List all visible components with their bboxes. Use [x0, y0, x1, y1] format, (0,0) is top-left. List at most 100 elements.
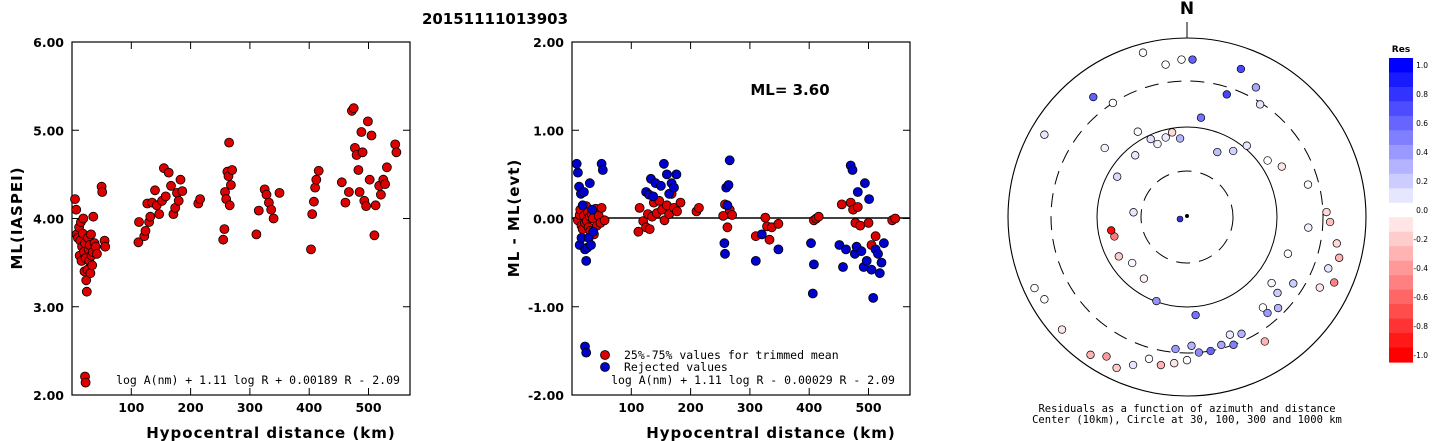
colorbar-swatch: [1389, 72, 1413, 88]
data-point: [870, 231, 881, 242]
colorbar-swatch: [1389, 347, 1413, 363]
data-point: [838, 262, 848, 272]
station-marker: [1128, 258, 1137, 268]
data-point: [856, 246, 867, 257]
station-marker: [1153, 139, 1162, 149]
data-point: [722, 200, 733, 211]
data-point: [70, 194, 80, 205]
data-point: [366, 130, 377, 141]
data-point: [348, 103, 359, 114]
data-point: [253, 205, 264, 216]
data-point: [764, 234, 775, 245]
colorbar-swatch: [1389, 217, 1413, 233]
colorbar-swatch: [1389, 87, 1413, 103]
data-point: [219, 224, 230, 235]
data-point: [720, 248, 730, 259]
colorbar-swatches: [1389, 58, 1413, 363]
station-marker: [1030, 283, 1039, 293]
data-point: [133, 237, 144, 248]
data-point: [662, 169, 672, 180]
x-tick-label: 200: [178, 400, 204, 415]
data-point: [836, 199, 847, 210]
data-point: [140, 225, 151, 236]
data-point: [648, 191, 659, 202]
data-point: [634, 202, 645, 213]
epicenter-marker: [1185, 214, 1189, 218]
data-point: [659, 158, 669, 169]
station-marker: [1251, 83, 1261, 92]
station-marker: [1222, 90, 1231, 99]
legend-label-rejected: Rejected values: [624, 360, 728, 374]
station-marker: [1112, 363, 1121, 373]
station-marker: [1131, 151, 1140, 160]
data-point: [596, 202, 607, 213]
x-tick-label: 400: [796, 400, 822, 415]
data-point: [724, 155, 735, 166]
y-axis-label: ML(IASPEI): [8, 166, 26, 269]
x-tick-label: 500: [355, 400, 381, 415]
data-point: [154, 209, 165, 220]
center-marker: [1176, 215, 1184, 223]
colorbar-swatch: [1389, 246, 1413, 262]
station-marker: [1086, 350, 1095, 359]
data-point: [573, 167, 583, 178]
colorbar-swatch: [1389, 144, 1413, 160]
station-marker: [1255, 100, 1265, 109]
data-point: [343, 187, 354, 197]
caption-line-1: Residuals as a function of azimuth and d…: [1038, 403, 1335, 415]
data-point: [694, 202, 704, 213]
data-point: [806, 238, 816, 249]
station-marker: [1260, 337, 1269, 346]
data-point: [809, 259, 819, 270]
station-marker: [1057, 325, 1067, 334]
colorbar-tick-label: 0.6: [1416, 119, 1428, 128]
y-tick-label: 3.00: [33, 300, 64, 315]
station-marker: [1330, 278, 1339, 287]
station-marker: [1177, 55, 1186, 64]
figure-title: 20151111013903: [422, 10, 568, 28]
colorbar-tick-label: -0.4: [1413, 264, 1428, 273]
colorbar-swatch: [1389, 289, 1413, 305]
colorbar-swatch: [1389, 130, 1413, 146]
station-marker: [1322, 207, 1331, 217]
data-point: [719, 238, 730, 249]
data-point: [773, 218, 784, 229]
station-marker: [1263, 156, 1272, 165]
station-marker: [1133, 127, 1142, 136]
station-marker: [1167, 128, 1177, 137]
data-point: [163, 167, 174, 178]
station-markers: [1030, 48, 1344, 373]
station-marker: [1161, 60, 1170, 69]
station-marker: [1107, 226, 1116, 235]
colorbar-tick-label: -1.0: [1413, 351, 1428, 360]
data-point: [879, 238, 889, 249]
data-point: [860, 178, 870, 189]
data-point: [150, 185, 160, 196]
data-point: [306, 244, 316, 255]
colorbar-tick-label: 0.2: [1416, 177, 1428, 186]
colorbar-labels: 1.0 0.8 0.6 0.4 0.2 0.0 -0.2 -0.4 -0.6 -0.8 -1.0: [1413, 61, 1428, 360]
y-tick-label: 1.00: [533, 123, 564, 138]
data-point: [225, 180, 236, 190]
data-point: [656, 180, 666, 191]
data-point: [669, 182, 679, 193]
chart-frame: [71, 41, 411, 396]
data-point: [587, 204, 598, 215]
chart-points: [571, 155, 901, 358]
station-marker: [1108, 98, 1118, 108]
colorbar-swatch: [1389, 188, 1413, 204]
data-point: [78, 213, 89, 224]
data-point: [361, 201, 372, 212]
station-marker: [1324, 264, 1333, 273]
colorbar-swatch: [1389, 318, 1413, 334]
data-point: [577, 200, 588, 211]
colorbar-swatch: [1389, 333, 1413, 349]
dashed-circle-30km: [1140, 170, 1234, 264]
station-marker: [1128, 360, 1138, 370]
data-point: [357, 147, 368, 158]
data-point: [847, 165, 858, 175]
data-point: [581, 347, 592, 358]
data-point: [852, 202, 863, 212]
data-point: [852, 187, 863, 197]
